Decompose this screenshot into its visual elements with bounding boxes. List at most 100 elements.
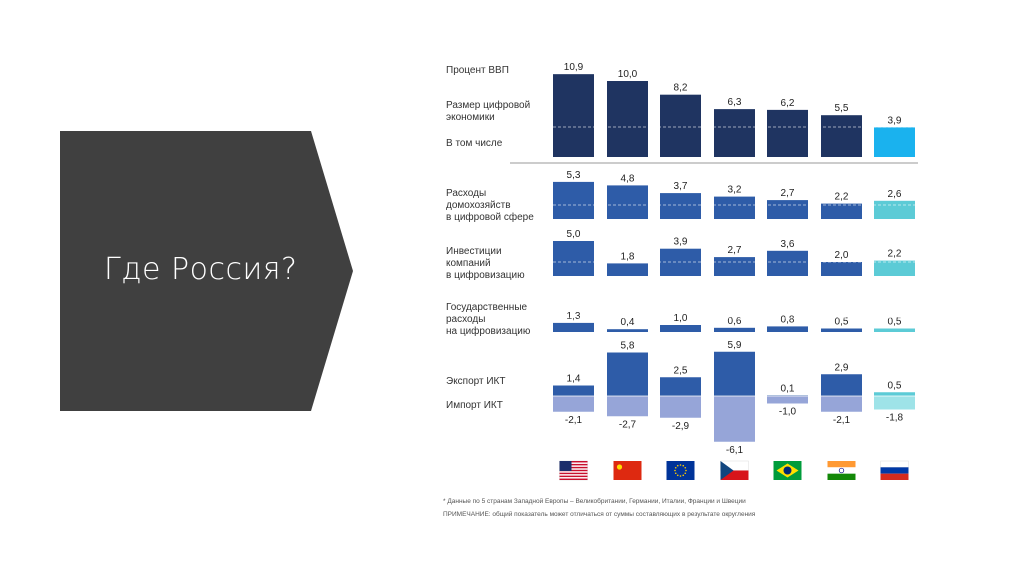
bar <box>714 109 755 157</box>
bar <box>660 325 701 332</box>
data-label: 0,5 <box>888 317 902 328</box>
data-label: 0,1 <box>781 383 795 394</box>
row-label: Размер цифровой экономики <box>446 99 530 123</box>
bar <box>714 196 755 219</box>
bar <box>874 200 915 219</box>
row-label: Экспорт ИКТ <box>446 376 505 387</box>
us-flag-stripe <box>559 461 588 463</box>
bar <box>821 396 862 412</box>
eu-flag-star <box>682 464 685 467</box>
czech-flag-red <box>720 470 749 480</box>
eu-flag-star <box>676 474 679 477</box>
bar <box>553 241 594 276</box>
slide-title: Где Россия? <box>104 252 298 287</box>
data-label: 2,2 <box>888 249 902 260</box>
data-label: 1,8 <box>621 251 635 262</box>
data-label: -1,8 <box>886 413 904 424</box>
eu-flag-star <box>679 464 682 466</box>
data-label: 0,8 <box>781 314 795 325</box>
us-flag-stripe <box>559 466 588 469</box>
bar <box>660 94 701 157</box>
bar <box>607 185 648 219</box>
eu-flag-star <box>674 472 677 475</box>
bar <box>767 396 808 404</box>
banner-shape <box>60 131 353 411</box>
data-label: 5,0 <box>567 229 581 240</box>
data-label: 5,8 <box>621 341 635 352</box>
bar <box>821 115 862 157</box>
bar <box>660 377 701 396</box>
bar <box>553 322 594 332</box>
bar <box>714 396 755 442</box>
data-label: 8,2 <box>674 83 688 94</box>
data-label: -2,1 <box>565 415 583 426</box>
footnote: * Данные по 5 странам Западной Европы – … <box>443 498 746 505</box>
bar <box>607 81 648 157</box>
data-label: 2,6 <box>888 189 902 200</box>
bar <box>607 396 648 417</box>
row-label: Импорт ИКТ <box>446 400 503 411</box>
data-label: -2,9 <box>672 421 690 432</box>
data-label: 2,7 <box>728 245 742 256</box>
bar <box>607 352 648 396</box>
data-label: 1,4 <box>567 374 581 385</box>
row-label: Инвестиции компаний в цифровизацию <box>446 246 525 281</box>
data-label: -2,1 <box>833 415 851 426</box>
eu-flag-star <box>674 469 676 472</box>
data-label: -2,7 <box>619 419 637 430</box>
india-flag-wheel <box>838 467 845 474</box>
bar <box>821 374 862 396</box>
russia-flag-red <box>880 473 909 480</box>
bar <box>767 250 808 276</box>
data-label: 2,5 <box>674 365 688 376</box>
bar <box>767 109 808 157</box>
eu-flag-star <box>676 464 679 467</box>
row-label: Государственные расходы на цифровизацию <box>446 302 531 337</box>
data-label: 2,0 <box>835 250 849 261</box>
row-label: Расходы домохозяйств в цифровой сфере <box>446 188 534 223</box>
eu-flag-star <box>682 474 685 477</box>
data-label: 2,7 <box>781 188 795 199</box>
data-label: 3,9 <box>674 237 688 248</box>
data-label: 6,3 <box>728 97 742 108</box>
us-flag-stripe <box>559 463 588 466</box>
row-subtitle: В том числе <box>446 138 503 149</box>
data-label: 3,7 <box>674 181 688 192</box>
eu-flag-star <box>684 472 687 475</box>
bar <box>553 181 594 219</box>
brazil-flag-globe <box>783 466 792 475</box>
bar <box>553 385 594 396</box>
data-label: -1,0 <box>779 407 797 418</box>
data-label: 1,3 <box>567 311 581 322</box>
data-label: 3,2 <box>728 185 742 196</box>
india-flag-green <box>827 473 856 480</box>
us-flag-stripe <box>559 472 588 475</box>
eu-flag-star <box>684 466 687 469</box>
data-label: 0,6 <box>728 316 742 327</box>
data-label: 0,5 <box>888 380 902 391</box>
data-label: 1,0 <box>674 313 688 324</box>
bar <box>553 74 594 157</box>
bar <box>660 396 701 418</box>
data-label: 4,8 <box>621 173 635 184</box>
us-flag-stripe <box>559 475 588 478</box>
data-label: 0,4 <box>621 317 635 328</box>
us-flag-stripe <box>559 478 588 480</box>
data-label: 5,3 <box>567 170 581 181</box>
note: ПРИМЕЧАНИЕ: общий показатель может отлич… <box>443 511 756 518</box>
bar <box>660 193 701 219</box>
bar <box>821 203 862 219</box>
india-flag-icon <box>827 461 856 468</box>
us-flag-stripe <box>559 469 588 472</box>
russia-flag-blue <box>880 467 909 474</box>
data-label: -6,1 <box>726 445 744 456</box>
data-label: 5,5 <box>835 103 849 114</box>
data-label: 5,9 <box>728 340 742 351</box>
eu-flag-star <box>685 469 687 472</box>
czech-flag-triangle <box>720 461 734 480</box>
china-flag-star <box>616 464 623 470</box>
data-label: 0,5 <box>835 317 849 328</box>
china-flag-icon <box>613 461 642 480</box>
data-label: 10,0 <box>618 69 638 80</box>
